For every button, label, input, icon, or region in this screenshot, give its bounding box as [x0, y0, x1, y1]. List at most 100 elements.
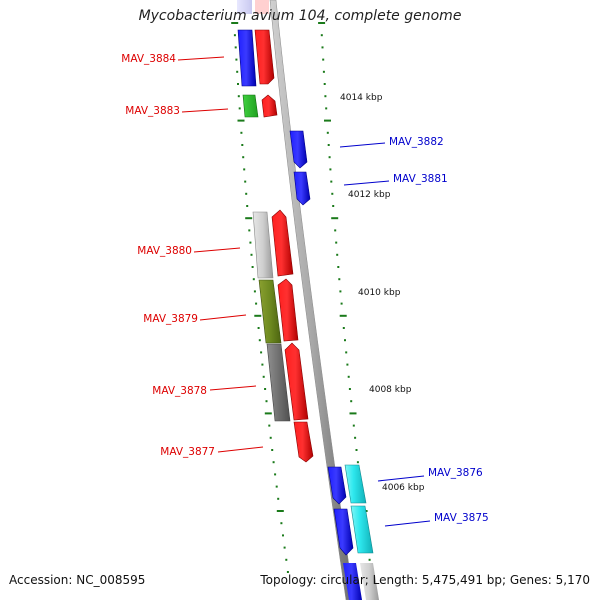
gene-label[interactable]: MAV_3882 [389, 136, 444, 148]
minor-tick [241, 144, 244, 146]
minor-tick [255, 302, 258, 305]
minor-tick [356, 461, 359, 464]
minor-tick [329, 168, 332, 171]
gene-arrow-mav-3883 [261, 94, 278, 118]
gene-block-mav-3879-olive [258, 279, 282, 344]
gene-arrow-mav-3878 [284, 342, 309, 421]
minor-tick [344, 339, 346, 342]
minor-tick [336, 253, 339, 256]
gene-arrow-mav-3882 [289, 130, 308, 169]
gene-block-mav-3875-cyan [350, 505, 374, 554]
scale-label: 4008 kbp [369, 385, 412, 395]
minor-tick [368, 558, 371, 561]
label-leaders [177, 56, 431, 527]
major-tick [237, 119, 245, 122]
minor-tick [334, 229, 337, 232]
minor-tick [323, 83, 326, 85]
minor-tick [352, 424, 355, 427]
scale-label: 4010 kbp [358, 288, 401, 298]
gene-arrow-mav-3881 [293, 171, 311, 206]
minor-tick [264, 388, 267, 390]
minor-tick [272, 461, 275, 464]
minor-tick [252, 278, 255, 281]
gene-label[interactable]: MAV_3884 [121, 53, 176, 65]
minor-tick [258, 339, 261, 342]
minor-tick [233, 34, 236, 37]
genome-summary-text: Topology: circular; Length: 5,475,491 bp… [260, 573, 590, 587]
minor-tick [237, 83, 239, 85]
genome-title: Mycobacterium avium 104, complete genome [138, 8, 462, 24]
scale-labels: 4014 kbp 4012 kbp 4010 kbp 4008 kbp 4006… [340, 93, 425, 493]
major-tick [318, 22, 326, 24]
minor-tick [250, 253, 253, 256]
minor-tick [331, 192, 334, 195]
accession-text: Accession: NC_008595 [9, 573, 146, 587]
minor-tick [326, 131, 329, 134]
minor-tick [335, 241, 338, 244]
minor-tick [245, 192, 248, 195]
minor-tick [320, 34, 323, 37]
minor-tick [346, 363, 349, 366]
gene-label[interactable]: MAV_3875 [434, 512, 489, 524]
minor-tick [354, 436, 357, 439]
minor-tick [248, 229, 251, 232]
minor-tick [282, 534, 284, 537]
minor-tick [262, 375, 265, 378]
gene-label[interactable]: MAV_3883 [125, 105, 180, 117]
gene-label[interactable]: MAV_3879 [143, 313, 198, 325]
gene-label[interactable]: MAV_3878 [152, 385, 207, 397]
minor-tick [235, 58, 238, 61]
minor-tick [348, 388, 351, 390]
gene-arrow-mav-3877 [293, 421, 314, 463]
major-tick [349, 412, 357, 415]
minor-tick [339, 290, 342, 293]
gene-label[interactable]: MAV_3881 [393, 173, 448, 185]
minor-tick [251, 266, 254, 268]
minor-tick [249, 241, 252, 244]
gene-arrow-mav-3884-blue [237, 29, 257, 87]
minor-tick [338, 278, 341, 281]
major-tick [276, 510, 284, 512]
major-tick [331, 217, 339, 220]
minor-tick [238, 107, 241, 110]
minor-tick [286, 571, 289, 573]
minor-tick [324, 95, 327, 98]
minor-tick [236, 70, 239, 73]
major-tick [245, 217, 253, 220]
major-tick [339, 314, 347, 317]
major-tick [231, 22, 239, 24]
minor-tick [268, 424, 271, 427]
minor-tick [350, 400, 353, 403]
gene-arrow-mav-3883-green [242, 94, 259, 118]
gene-block-mav-3878-dark [266, 343, 291, 422]
minor-tick [260, 351, 263, 354]
minor-tick [340, 302, 343, 305]
minor-tick [242, 156, 245, 159]
minor-tick [347, 375, 350, 378]
reverse-strand-genes [289, 130, 379, 600]
minor-tick [261, 363, 264, 366]
gene-label[interactable]: MAV_3880 [137, 245, 192, 257]
minor-tick [322, 58, 325, 61]
minor-tick [328, 156, 331, 159]
gene-block [255, 0, 269, 14]
scale-ticks-left [231, 22, 289, 573]
minor-tick [337, 266, 340, 268]
gene-arrow-mav-3879 [277, 278, 299, 342]
minor-tick [269, 436, 272, 439]
minor-tick [244, 180, 247, 183]
minor-tick [325, 107, 328, 110]
scale-label: 4014 kbp [340, 93, 383, 103]
minor-tick [330, 180, 333, 183]
gene-arrow-mav-3880 [271, 209, 294, 277]
minor-tick [332, 205, 335, 207]
gene-label[interactable]: MAV_3876 [428, 467, 483, 479]
minor-tick [271, 449, 274, 451]
major-tick [264, 412, 272, 415]
gene-label[interactable]: MAV_3877 [160, 446, 215, 458]
minor-tick [322, 70, 325, 73]
gene-block [237, 0, 252, 14]
minor-tick [355, 449, 358, 451]
gene-block-mav-3880-grey [252, 211, 274, 279]
